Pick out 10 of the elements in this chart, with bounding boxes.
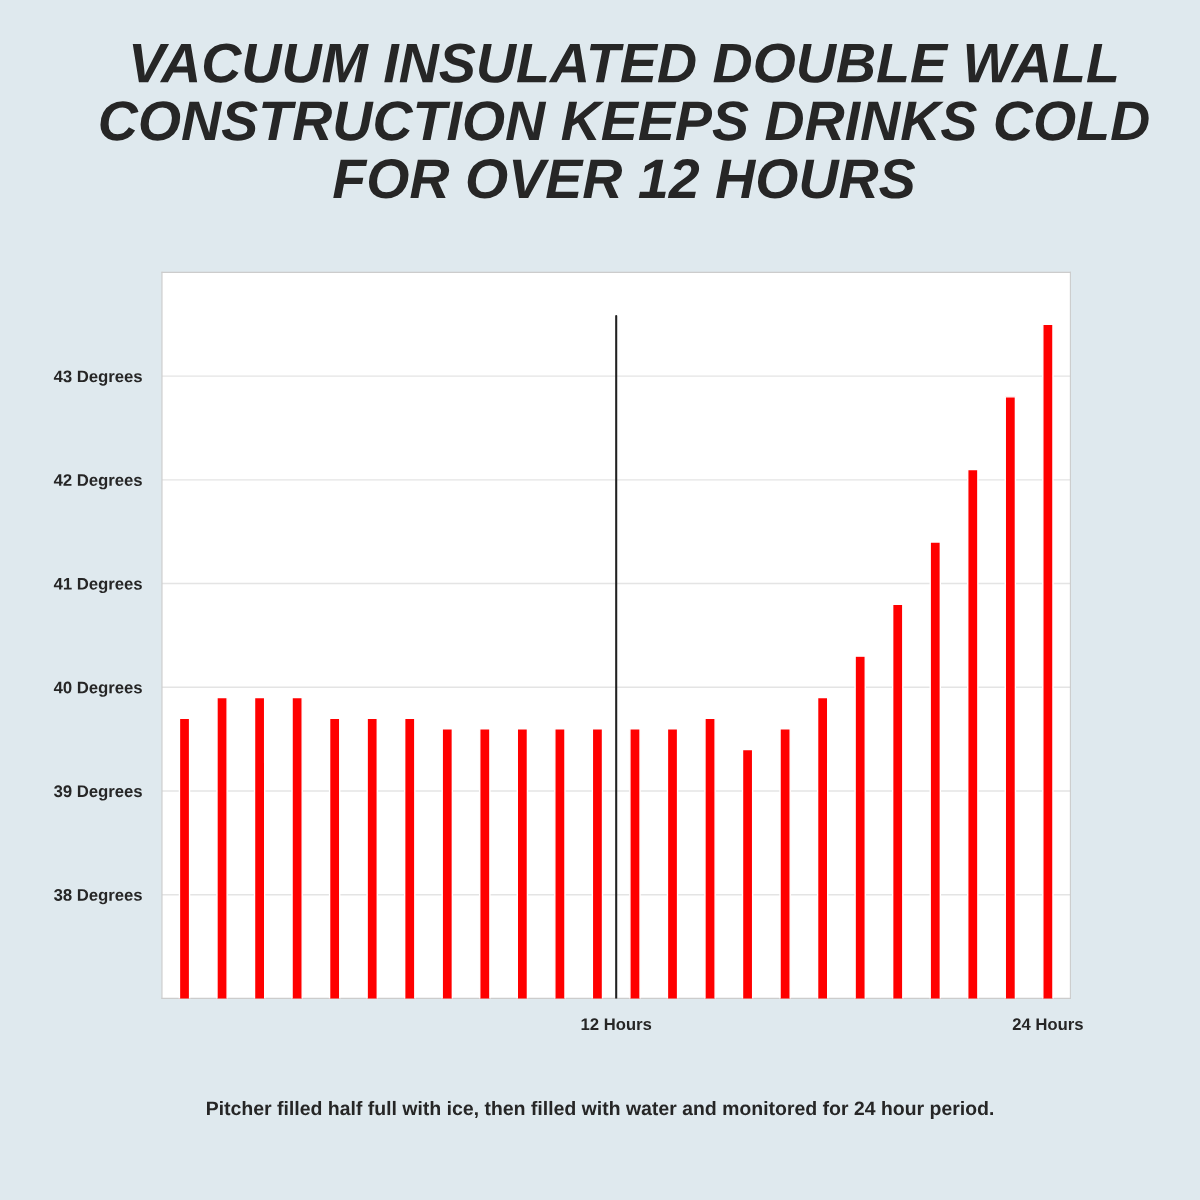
- chart-title: VACUUM INSULATED DOUBLE WALL CONSTRUCTION KEEPS DRINKS COLD FOR OVER 12 HOURS: [100, 43, 1149, 199]
- y-tick-label: 43 Degrees: [53, 370, 142, 386]
- y-tick-label: 38 Degrees: [54, 889, 142, 905]
- y-tick-label: 42 Degrees: [53, 474, 142, 490]
- y-tick-label: 41 Degrees: [53, 578, 142, 594]
- x-tick-label: 12 Hours: [581, 1018, 652, 1031]
- y-tick-label: 40 Degrees: [53, 681, 142, 697]
- y-tick-label: 39 Degrees: [54, 785, 142, 801]
- text: Pitcher filled half full with ice, then filled with water and monitored for 24 hour period.: [207, 1100, 994, 1120]
- x-tick-label: 24 Hours: [1012, 1018, 1083, 1031]
